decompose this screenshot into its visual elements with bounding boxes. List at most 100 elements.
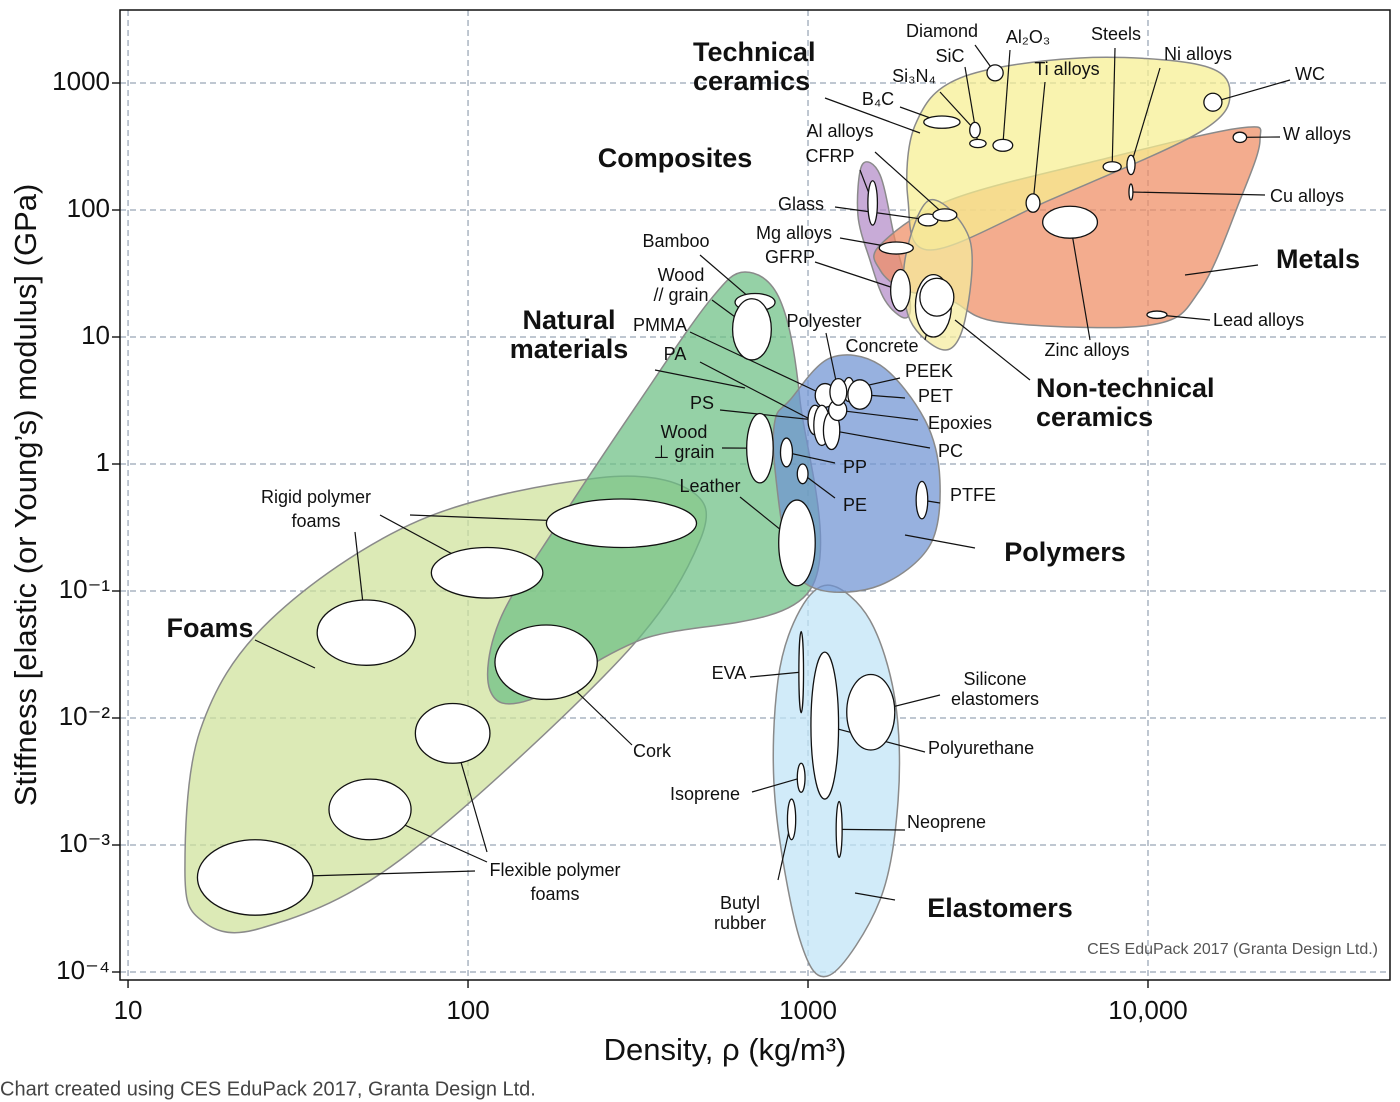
material-bubble (746, 412, 774, 484)
material-bubble (328, 778, 412, 841)
x-tick-label: 1000 (779, 995, 837, 1025)
material-label: Cu alloys (1270, 186, 1344, 206)
material-bubble (796, 463, 809, 485)
annotation: foams (291, 511, 340, 531)
material-label: WC (1295, 64, 1325, 84)
leader-line (831, 429, 931, 449)
material-label: PTFE (950, 485, 996, 505)
material-label: Butyl (720, 893, 760, 913)
material-bubble (430, 546, 544, 599)
material-label: Ni alloys (1164, 44, 1232, 64)
material-label: Ti alloys (1034, 59, 1099, 79)
material-label: Bamboo (642, 231, 709, 251)
material-bubble (867, 180, 879, 226)
material-bubble (1232, 131, 1248, 144)
material-label: PET (918, 386, 953, 406)
y-tick-label: 10⁻³ (59, 828, 111, 858)
plot-frame (119, 9, 1391, 981)
material-label: PC (938, 441, 963, 461)
material-bubble (846, 673, 896, 751)
material-label: Al₂O₃ (1006, 27, 1050, 47)
material-bubble (778, 499, 816, 587)
leader-line (689, 331, 826, 396)
material-bubble (316, 599, 417, 666)
family-label: materials (510, 334, 629, 364)
family-label: Foams (166, 613, 253, 643)
material-label: W alloys (1283, 124, 1351, 144)
material-bubble (414, 702, 491, 764)
leader-line (1130, 191, 1266, 196)
material-label: Zinc alloys (1044, 340, 1129, 360)
material-label: Polyurethane (928, 738, 1034, 758)
material-bubble (1042, 205, 1099, 239)
family-label: Natural (522, 305, 615, 335)
leader-line (939, 91, 976, 131)
y-tick-label: 1 (96, 447, 110, 477)
y-axis-label: Stiffness [elastic (or Young’s) modulus]… (8, 184, 43, 807)
family-label: Non-technical (1036, 373, 1215, 403)
material-label: B₄C (862, 89, 894, 109)
annotation: Rigid polymer (261, 487, 371, 507)
family-label: ceramics (1036, 402, 1153, 432)
material-label: PA (664, 344, 687, 364)
y-tick-label: 10⁻⁴ (56, 955, 110, 985)
x-tick-label: 100 (446, 995, 489, 1025)
x-tick-label: 10 (114, 995, 143, 1025)
material-label: SiC (935, 46, 964, 66)
material-bubble (1203, 92, 1223, 112)
material-label: GFRP (765, 247, 815, 267)
material-label: Isoprene (670, 784, 740, 804)
leader-line (749, 671, 802, 678)
material-label: Mg alloys (756, 223, 832, 243)
material-bubble (835, 800, 843, 858)
x-tick-label: 10,000 (1108, 995, 1188, 1025)
annotation: Flexible polymer (489, 860, 620, 880)
leader-line (699, 361, 823, 426)
family-label: Technical (693, 37, 816, 67)
leader-line (1111, 47, 1116, 167)
leader-line (1184, 264, 1259, 276)
y-tick-label: 100 (67, 193, 110, 223)
material-label: PP (843, 457, 867, 477)
family-label: Metals (1276, 244, 1360, 274)
leader-line (1130, 67, 1161, 166)
material-bubble (196, 839, 314, 916)
material-bubble (786, 798, 797, 841)
material-label: Lead alloys (1213, 310, 1304, 330)
material-label: // grain (653, 285, 708, 305)
leader-line (954, 319, 1031, 381)
material-label: PE (843, 495, 867, 515)
material-label: Diamond (906, 21, 978, 41)
material-label: EVA (712, 663, 747, 683)
leader-line (854, 892, 896, 901)
material-bubble (1146, 310, 1168, 320)
material-bubble (969, 138, 987, 149)
material-label: CFRP (806, 146, 855, 166)
material-bubble (1102, 161, 1122, 173)
material-bubble (992, 138, 1014, 152)
material-bubble (932, 208, 958, 222)
material-bubble (494, 624, 598, 701)
material-bubble (779, 437, 794, 468)
material-bubble (829, 377, 848, 406)
material-label: rubber (714, 913, 766, 933)
material-label: Al alloys (806, 121, 873, 141)
leader-line (1069, 222, 1091, 341)
leader-line (786, 451, 836, 464)
leader-line (1212, 79, 1291, 103)
y-tick-label: 10⁻² (59, 701, 111, 731)
material-label: Si₃N₄ (892, 66, 936, 86)
material-bubble (1025, 193, 1041, 213)
family-label: Polymers (1004, 537, 1126, 567)
material-label: Epoxies (928, 413, 992, 433)
leader-line (839, 828, 906, 831)
material-bubble (1126, 154, 1136, 176)
material-label: Leather (679, 476, 740, 496)
material-bubble (986, 64, 1004, 82)
material-label: ⊥ grain (654, 442, 715, 462)
leader-line (837, 409, 919, 421)
material-bubble (969, 121, 981, 139)
leader-line (1032, 81, 1046, 204)
material-label: elastomers (951, 689, 1039, 709)
family-label: Elastomers (927, 893, 1073, 923)
